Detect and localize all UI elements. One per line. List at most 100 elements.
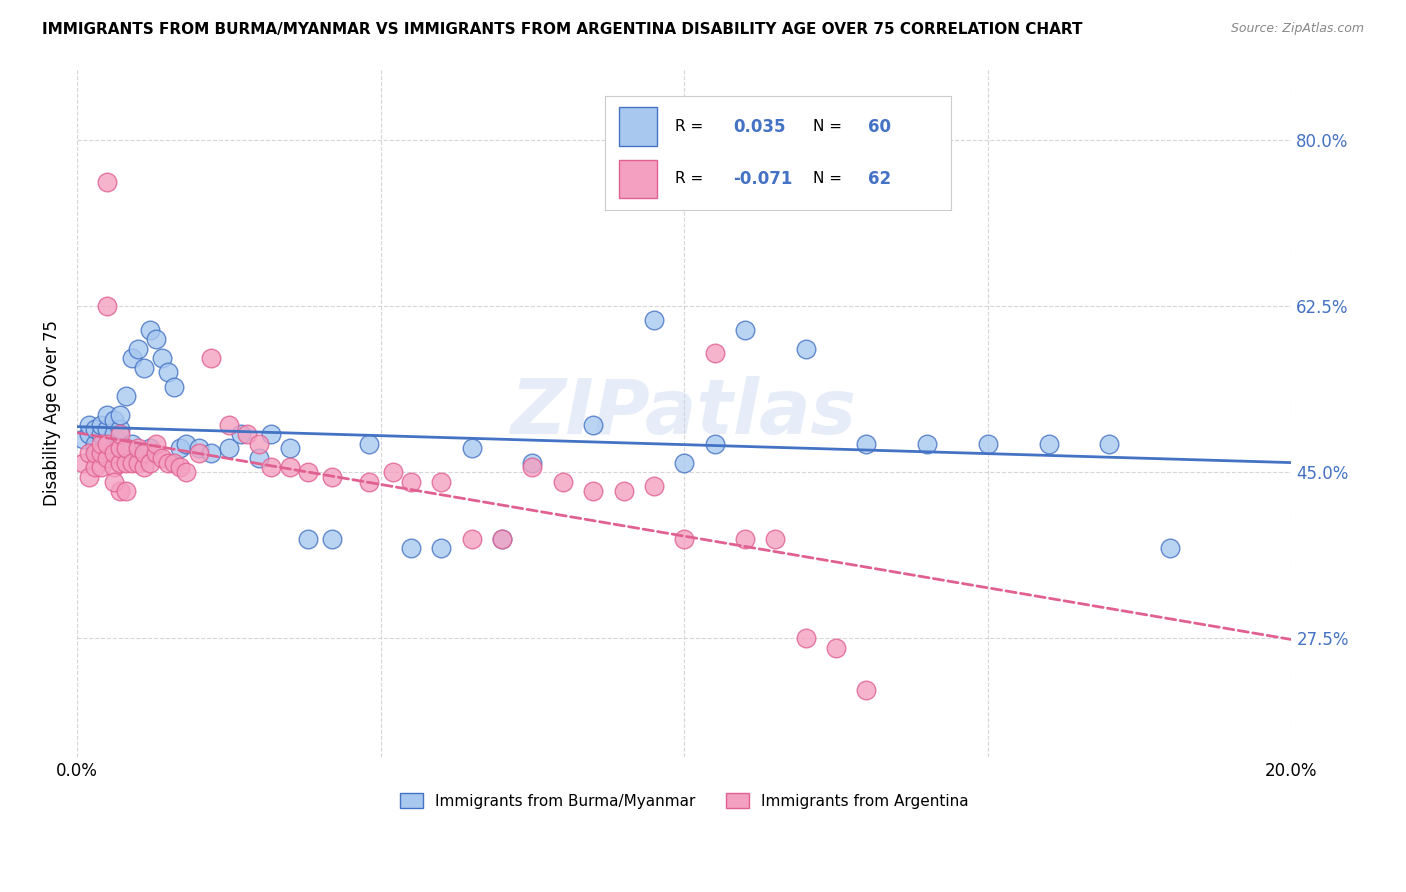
Point: [430, 541, 453, 555]
Point: [551, 475, 574, 489]
Point: [114, 456, 136, 470]
Point: [132, 360, 155, 375]
Point: [855, 683, 877, 698]
Point: [108, 427, 131, 442]
Point: [163, 379, 186, 393]
Text: IMMIGRANTS FROM BURMA/MYANMAR VS IMMIGRANTS FROM ARGENTINA DISABILITY AGE OVER 7: IMMIGRANTS FROM BURMA/MYANMAR VS IMMIGRA…: [42, 22, 1083, 37]
Text: ZIPatlas: ZIPatlas: [512, 376, 858, 450]
Point: [703, 346, 725, 360]
Point: [96, 422, 118, 436]
Point: [260, 427, 283, 442]
Point: [1038, 436, 1060, 450]
Point: [673, 532, 696, 546]
Point: [139, 456, 162, 470]
Point: [825, 640, 848, 655]
Point: [84, 442, 107, 456]
Point: [278, 442, 301, 456]
Point: [218, 417, 240, 432]
Point: [90, 417, 112, 432]
Point: [247, 450, 270, 465]
Point: [763, 532, 786, 546]
Point: [461, 532, 484, 546]
Point: [643, 313, 665, 327]
Point: [127, 442, 149, 456]
Point: [169, 442, 191, 456]
Point: [127, 450, 149, 465]
Point: [90, 446, 112, 460]
Point: [103, 475, 125, 489]
Point: [855, 436, 877, 450]
Point: [187, 442, 209, 456]
Point: [145, 436, 167, 450]
Point: [734, 532, 756, 546]
Point: [381, 465, 404, 479]
Point: [145, 446, 167, 460]
Point: [522, 456, 544, 470]
Point: [150, 450, 173, 465]
Point: [121, 351, 143, 365]
Point: [794, 342, 817, 356]
Point: [491, 532, 513, 546]
Point: [90, 427, 112, 442]
Point: [1098, 436, 1121, 450]
Point: [77, 417, 100, 432]
Point: [794, 632, 817, 646]
Point: [103, 460, 125, 475]
Point: [321, 470, 343, 484]
Point: [399, 475, 422, 489]
Point: [461, 442, 484, 456]
Point: [108, 484, 131, 499]
Point: [229, 427, 252, 442]
Point: [96, 436, 118, 450]
Point: [103, 413, 125, 427]
Point: [90, 436, 112, 450]
Point: [187, 446, 209, 460]
Point: [77, 427, 100, 442]
Point: [218, 442, 240, 456]
Point: [103, 446, 125, 460]
Point: [108, 422, 131, 436]
Point: [915, 436, 938, 450]
Point: [582, 484, 605, 499]
Point: [90, 460, 112, 475]
Point: [77, 470, 100, 484]
Point: [200, 446, 222, 460]
Point: [163, 456, 186, 470]
Point: [127, 342, 149, 356]
Point: [127, 456, 149, 470]
Point: [176, 436, 198, 450]
Point: [72, 432, 94, 446]
Point: [139, 323, 162, 337]
Point: [236, 427, 259, 442]
Point: [643, 479, 665, 493]
Point: [132, 460, 155, 475]
Point: [430, 475, 453, 489]
Point: [132, 446, 155, 460]
Point: [176, 465, 198, 479]
Point: [90, 446, 112, 460]
Point: [247, 436, 270, 450]
Point: [114, 442, 136, 456]
Point: [673, 456, 696, 470]
Point: [522, 460, 544, 475]
Point: [108, 408, 131, 422]
Point: [357, 475, 380, 489]
Point: [582, 417, 605, 432]
Point: [96, 436, 118, 450]
Point: [77, 446, 100, 460]
Point: [96, 450, 118, 465]
Point: [114, 484, 136, 499]
Point: [84, 422, 107, 436]
Point: [703, 436, 725, 450]
Y-axis label: Disability Age Over 75: Disability Age Over 75: [44, 319, 60, 506]
Point: [169, 460, 191, 475]
Point: [72, 456, 94, 470]
Point: [96, 408, 118, 422]
Point: [977, 436, 1000, 450]
Point: [114, 389, 136, 403]
Point: [84, 436, 107, 450]
Point: [734, 323, 756, 337]
Point: [297, 465, 319, 479]
Point: [121, 456, 143, 470]
Point: [108, 436, 131, 450]
